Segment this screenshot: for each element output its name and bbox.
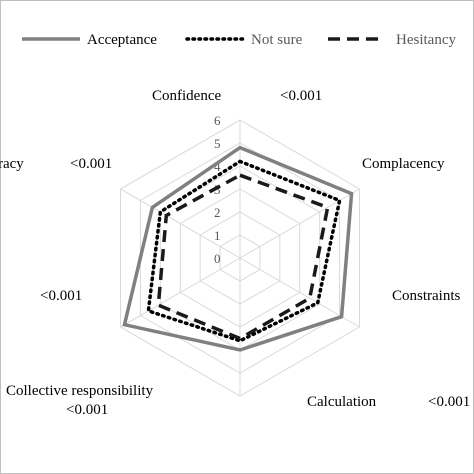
axis-label-complacency: Complacency	[362, 156, 445, 172]
axis-label-confidence: Confidence	[152, 88, 221, 104]
radar-series	[122, 145, 354, 352]
tick-label-6: 6	[214, 113, 221, 128]
axis-label-collective-responsibility: Collective responsibility	[6, 383, 154, 399]
legend-label-acceptance: Acceptance	[87, 32, 157, 48]
p-value-confidence: <0.001	[280, 88, 322, 104]
axis-label-constraints: Constraints	[392, 288, 460, 304]
tick-label-1: 1	[214, 228, 221, 243]
axis-label-calculation: Calculation	[307, 394, 377, 410]
radar-spokes	[120, 120, 360, 396]
p-value-collective-responsibility: <0.001	[66, 402, 108, 418]
p-value-constraints: <0.001	[40, 288, 82, 304]
tick-label-5: 5	[214, 136, 221, 151]
p-value-calculation: <0.001	[428, 394, 470, 410]
tick-label-0: 0	[214, 251, 221, 266]
spoke-5	[120, 257, 241, 328]
spoke-6	[120, 188, 241, 259]
legend: Acceptance Not sure Hesitancy	[22, 32, 456, 48]
axis-labels: Confidence Complacency Constraints Calcu…	[0, 88, 470, 418]
p-value-complacency: <0.001	[70, 156, 112, 172]
axis-label-literacy: racy	[0, 156, 24, 172]
legend-label-not-sure: Not sure	[251, 32, 303, 48]
tick-label-2: 2	[214, 205, 221, 220]
tick-label-4: 4	[214, 159, 221, 174]
legend-label-hesitancy: Hesitancy	[396, 32, 456, 48]
